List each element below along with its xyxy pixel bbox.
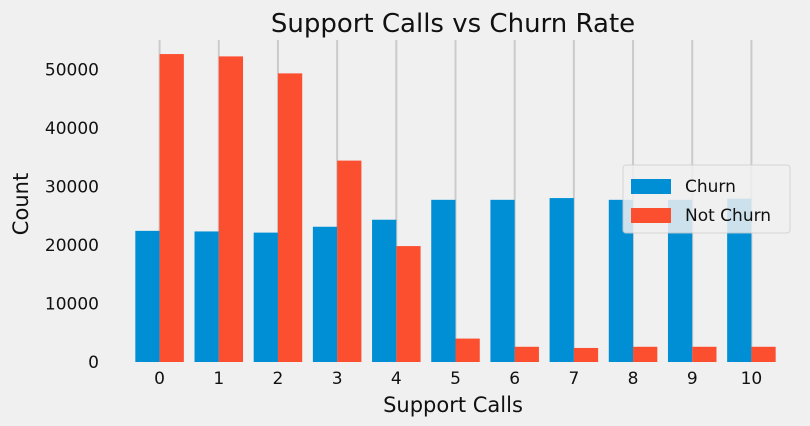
bar-churn-7 — [549, 198, 574, 362]
x-tick-label-9: 9 — [687, 369, 698, 389]
bar-not-churn-5 — [455, 338, 480, 362]
y-tick-label-50000: 50000 — [45, 60, 99, 80]
y-tick-labels: 0 10000 20000 30000 40000 50000 — [45, 60, 99, 373]
bar-not-churn-2 — [277, 73, 303, 362]
legend-label-churn: Churn — [685, 177, 736, 197]
bar-not-churn-7 — [573, 347, 599, 362]
y-tick-label-40000: 40000 — [45, 119, 99, 139]
bar-not-churn-3 — [337, 160, 362, 362]
y-tick-label-20000: 20000 — [45, 236, 99, 256]
x-tick-label-2: 2 — [273, 369, 284, 389]
y-axis-title: Count — [9, 173, 33, 235]
x-tick-label-7: 7 — [568, 369, 579, 389]
x-tick-label-4: 4 — [391, 369, 402, 389]
bar-not-churn-6 — [514, 346, 539, 362]
x-tick-label-8: 8 — [628, 369, 639, 389]
legend-swatch-not-churn — [631, 208, 671, 223]
y-tick-label-0: 0 — [88, 353, 99, 373]
x-tick-label-3: 3 — [332, 369, 343, 389]
bar-not-churn-0 — [159, 54, 184, 363]
bar-not-churn-9 — [692, 346, 717, 362]
legend: Churn Not Churn — [622, 164, 791, 234]
bar-churn-0 — [135, 230, 160, 362]
bar-churn-5 — [431, 199, 456, 362]
x-tick-label-10: 10 — [741, 369, 763, 389]
bar-churn-3 — [312, 226, 338, 362]
bar-not-churn-1 — [218, 56, 244, 362]
x-tick-label-1: 1 — [213, 369, 224, 389]
bar-churn-6 — [490, 199, 515, 362]
x-tick-labels: 0 1 2 3 4 5 6 7 8 9 10 — [154, 369, 762, 389]
bar-churn-4 — [372, 219, 397, 362]
legend-swatch-churn — [631, 179, 671, 194]
x-axis-title: Support Calls — [383, 393, 523, 417]
y-tick-label-10000: 10000 — [45, 294, 99, 314]
bar-not-churn-10 — [751, 346, 776, 362]
legend-label-not-churn: Not Churn — [685, 206, 771, 226]
bar-churn-1 — [194, 231, 219, 362]
x-tick-label-6: 6 — [509, 369, 520, 389]
x-tick-label-5: 5 — [450, 369, 461, 389]
bar-churn-2 — [253, 232, 278, 362]
bar-not-churn-8 — [633, 346, 658, 362]
bars-layer — [135, 54, 776, 363]
chart-title: Support Calls vs Churn Rate — [271, 9, 635, 39]
y-tick-label-30000: 30000 — [45, 177, 99, 197]
x-tick-label-0: 0 — [154, 369, 165, 389]
bar-not-churn-4 — [396, 246, 421, 362]
